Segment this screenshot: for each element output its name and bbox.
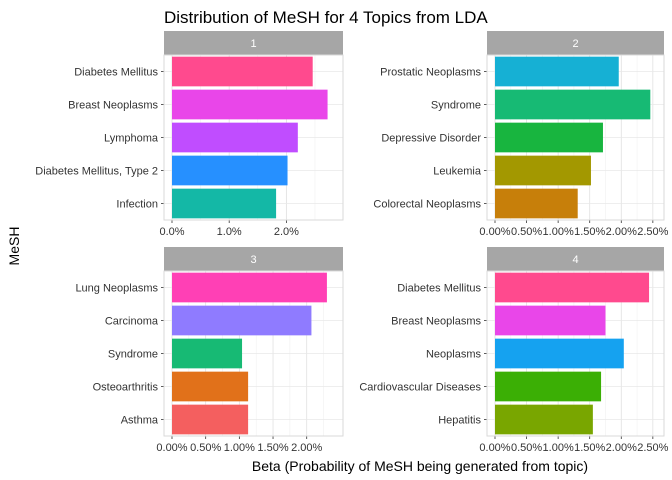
panel-border — [163, 270, 344, 437]
category-label: Carcinoma — [105, 316, 159, 328]
panel-border — [163, 54, 344, 221]
category-label: Hepatitis — [438, 415, 481, 427]
bar — [495, 122, 603, 153]
category-label: Colorectal Neoplasms — [373, 199, 481, 211]
bar — [172, 155, 288, 186]
y-axis-title: MeSH — [6, 227, 22, 266]
x-tick-label: 2.00% — [291, 442, 322, 454]
x-tick-label: 1.50% — [257, 442, 288, 454]
facet-strip — [487, 31, 664, 55]
facet-strip — [164, 31, 343, 55]
bar — [495, 155, 591, 186]
bar — [172, 89, 328, 120]
x-tick-label: 2.50% — [637, 226, 668, 238]
facet-strip — [487, 247, 664, 271]
x-tick-label: 0.50% — [190, 442, 221, 454]
category-label: Lymphoma — [104, 133, 159, 145]
category-label: Diabetes Mellitus — [397, 283, 481, 295]
x-tick-label: 1.00% — [224, 442, 255, 454]
x-tick-label: 0.50% — [511, 442, 542, 454]
category-label: Asthma — [121, 415, 159, 427]
category-label: Leukemia — [433, 166, 482, 178]
x-tick-label: 0.0% — [159, 226, 184, 238]
bar — [495, 188, 578, 219]
category-label: Diabetes Mellitus, Type 2 — [35, 166, 158, 178]
panel-border — [486, 54, 665, 221]
bar — [495, 404, 593, 435]
x-tick-label: 1.50% — [574, 226, 605, 238]
facet-panels: 1 Diabetes Mellitus Breast Neoplasms Lympho… — [35, 31, 669, 454]
category-label: Syndrome — [108, 349, 158, 361]
facet-panel-1: 1 Diabetes Mellitus Breast Neoplasms Lympho… — [35, 31, 344, 238]
category-label: Depressive Disorder — [381, 133, 481, 145]
facet-strip — [164, 247, 343, 271]
facet-strip-label: 3 — [250, 254, 256, 266]
x-tick-label: 2.00% — [606, 442, 637, 454]
bar — [172, 272, 327, 303]
facet-panel-2: 2 Prostatic Neoplasms Syndrome Depressive D… — [373, 31, 669, 238]
bar — [495, 338, 624, 369]
facet-strip-label: 1 — [250, 38, 256, 50]
x-tick-label: 1.00% — [543, 442, 574, 454]
category-label: Diabetes Mellitus — [74, 67, 158, 79]
category-label: Neoplasms — [426, 349, 482, 361]
bar — [172, 122, 298, 153]
bar — [495, 89, 651, 120]
bar — [172, 56, 313, 87]
category-label: Prostatic Neoplasms — [380, 67, 481, 79]
x-tick-label: 0.00% — [156, 442, 187, 454]
x-tick-label: 0.00% — [479, 226, 510, 238]
bar — [495, 371, 602, 402]
category-label: Breast Neoplasms — [391, 316, 481, 328]
bar — [495, 272, 650, 303]
category-label: Breast Neoplasms — [68, 100, 158, 112]
facet-panel-3: 3 Lung Neoplasms Carcinoma Syndrome Osteoart… — [75, 247, 344, 454]
category-label: Cardiovascular Diseases — [359, 382, 481, 394]
x-tick-label: 0.00% — [479, 442, 510, 454]
bar — [495, 56, 619, 87]
chart-title: Distribution of MeSH for 4 Topics from L… — [164, 8, 488, 27]
facet-strip-label: 2 — [572, 38, 578, 50]
x-tick-label: 0.50% — [511, 226, 542, 238]
x-tick-label: 2.50% — [637, 442, 668, 454]
category-label: Syndrome — [431, 100, 481, 112]
bar — [172, 404, 249, 435]
panel-border — [486, 270, 665, 437]
facet-strip-label: 4 — [572, 254, 578, 266]
x-tick-label: 1.00% — [543, 226, 574, 238]
category-label: Infection — [116, 199, 158, 211]
x-tick-label: 2.00% — [606, 226, 637, 238]
bar — [172, 305, 312, 336]
category-label: Osteoarthritis — [93, 382, 159, 394]
bar — [172, 338, 243, 369]
bar — [172, 371, 249, 402]
bar — [172, 188, 277, 219]
category-label: Lung Neoplasms — [75, 283, 158, 295]
bar — [495, 305, 606, 336]
x-tick-label: 1.50% — [574, 442, 605, 454]
x-axis-title: Beta (Probability of MeSH being generate… — [252, 458, 588, 474]
facet-panel-4: 4 Diabetes Mellitus Breast Neoplasms Neopla… — [359, 247, 669, 454]
x-tick-label: 1.0% — [217, 226, 242, 238]
x-tick-label: 2.0% — [274, 226, 299, 238]
